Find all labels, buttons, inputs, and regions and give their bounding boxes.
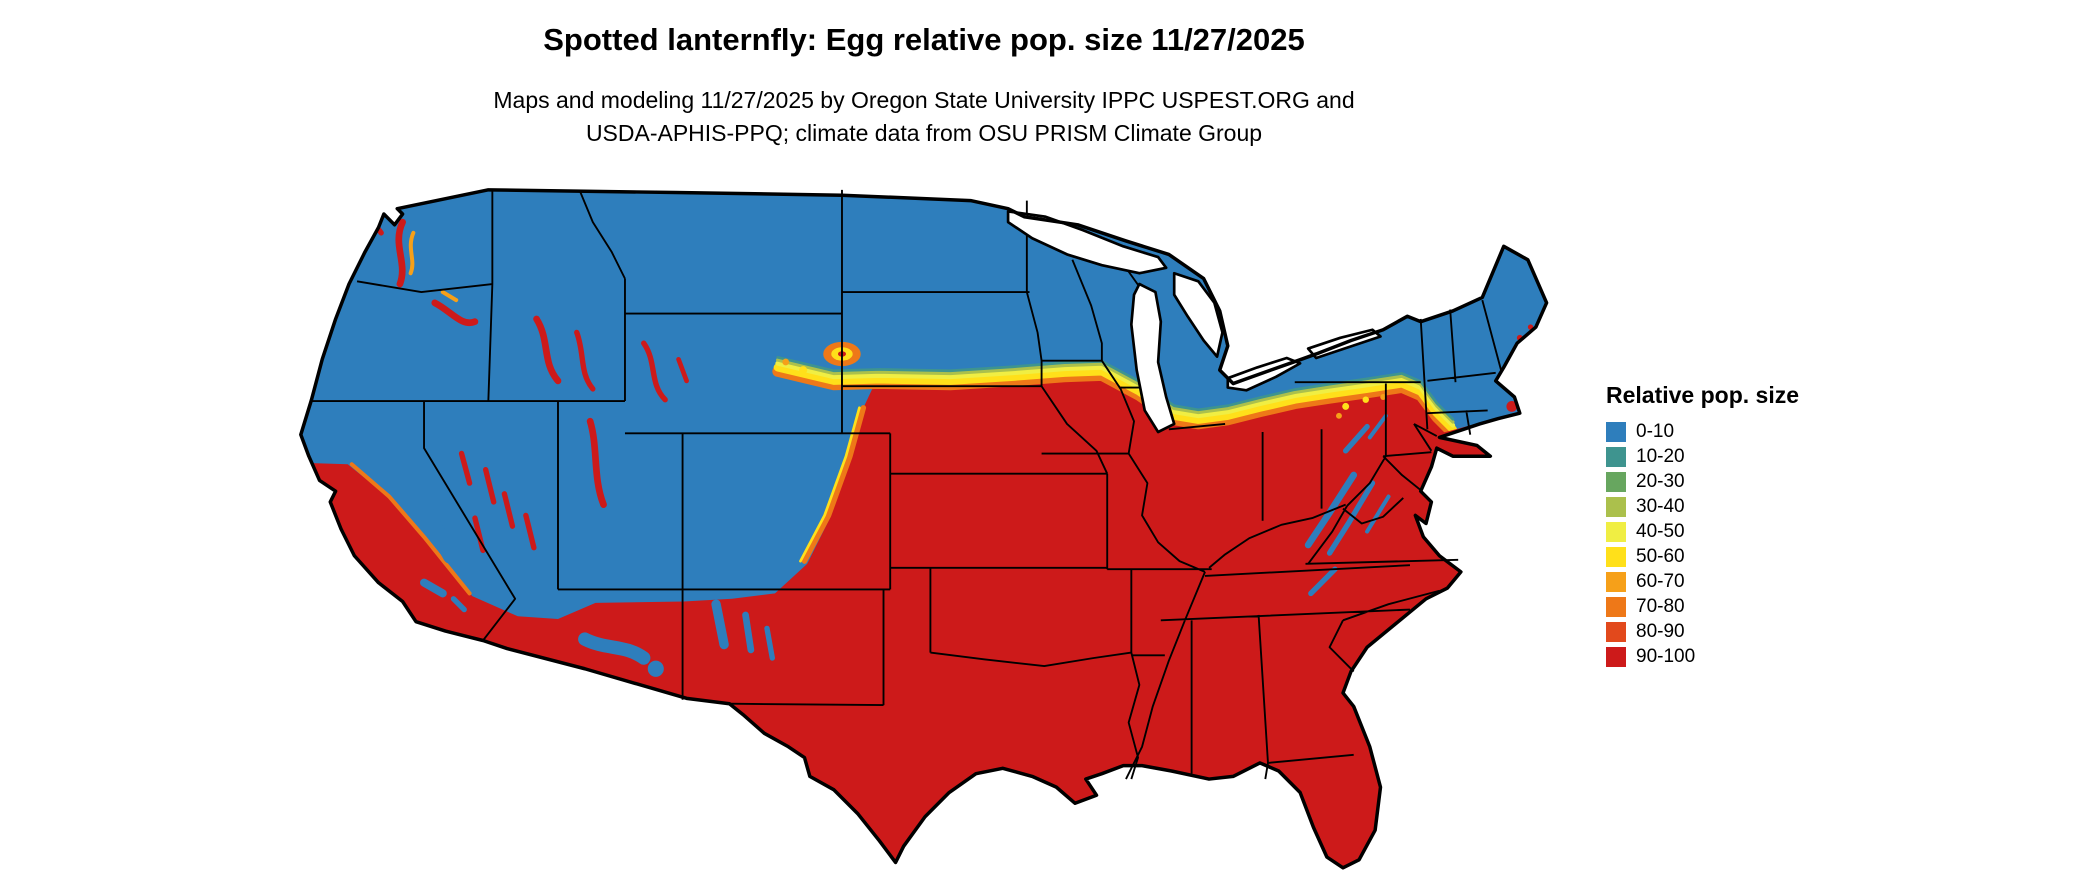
legend-swatch-60-70 [1606,571,1626,592]
legend-item: 0-10 [1606,419,1866,444]
plains-speckle [782,358,790,366]
yellowstone-patch [641,340,668,403]
page-title: Spotted lanternfly: Egg relative pop. si… [543,22,1305,57]
legend-item: 90-100 [1606,644,1866,669]
legend-swatch-80-90 [1606,621,1626,642]
legend-label: 70-80 [1636,595,1685,617]
figure-subtitle: Maps and modeling 11/27/2025 by Oregon S… [0,84,1848,150]
pennsylvania-speckle [1342,402,1350,410]
state-borders [311,189,1502,780]
nevada-range-patch [458,450,473,486]
map-container [274,171,1560,884]
pennsylvania-speckle [1362,396,1369,403]
appalachian-ridge-patch [1304,471,1358,549]
legend-item: 10-20 [1606,444,1866,469]
plains-speckle [799,366,808,375]
legend-label: 30-40 [1636,495,1685,517]
figure-header: Spotted lanternfly: Egg relative pop. si… [0,22,1848,150]
legend-item: 40-50 [1606,519,1866,544]
legend-item: 50-60 [1606,544,1866,569]
transition-band-light-yellow [775,361,1456,428]
legend-swatch-10-20 [1606,446,1626,467]
transition-band [772,341,1459,564]
pennsylvania-ridge-patch [1367,413,1388,440]
legend-label: 60-70 [1636,570,1685,592]
legend: Relative pop. size 0-10 10-20 20-30 30-4… [1606,382,1866,669]
mountain-patches-low [389,413,1391,677]
legend-item: 60-70 [1606,569,1866,594]
front-range-fringe-orange [801,405,867,564]
wyoming-patch [676,356,689,384]
legend-label: 80-90 [1636,620,1685,642]
legend-swatch-50-60 [1606,546,1626,567]
pennsylvania-ridge-patch [1342,423,1370,454]
legend-label: 40-50 [1636,520,1685,542]
subtitle-line-1: Maps and modeling 11/27/2025 by Oregon S… [493,87,1355,113]
smokies-patch [1308,566,1338,597]
cape-cod-patch [1506,401,1518,412]
legend-item: 80-90 [1606,619,1866,644]
lake-michigan [1129,282,1176,434]
wasatch-patch [586,417,607,508]
legend-item: 70-80 [1606,594,1866,619]
legend-label: 20-30 [1636,470,1685,492]
us-outline [299,188,1549,870]
mogollon-rim-patch [578,632,651,665]
cascades-fringe [408,230,416,276]
subtitle-line-2: USDA-APHIS-PPQ; climate data from OSU PR… [585,120,1263,146]
us-map [299,188,1549,870]
legend-swatch-70-80 [1606,596,1626,617]
idaho-patch [533,315,562,385]
great-lakes [1006,210,1382,434]
pennsylvania-speckle [1336,412,1342,419]
nevada-range-patch [482,466,497,505]
legend-label: 0-10 [1636,420,1675,442]
new-mexico-mountains-patch [742,611,755,654]
idaho-patch [574,329,596,392]
legend-label: 90-100 [1636,645,1696,667]
map-fills [300,189,1547,868]
western-mountain-patches-high [349,218,689,596]
new-mexico-mountains-patch [764,625,776,661]
appalachian-ridge-patch [1365,494,1391,534]
legend-label: 10-20 [1636,445,1685,467]
socal-mountains-patch [420,578,447,598]
legend-swatch-20-30 [1606,471,1626,492]
legend-item: 20-30 [1606,469,1866,494]
legend-label: 50-60 [1636,545,1685,567]
white-mountains-patch [647,660,664,677]
transition-band-yellow [773,363,1457,434]
legend-item: 30-40 [1606,494,1866,519]
nevada-range-patch [501,491,516,529]
legend-swatch-0-10 [1606,421,1626,442]
california-edge-fringe [349,462,472,596]
new-mexico-mountains-patch [711,599,729,650]
cascades-patch [395,218,406,288]
lake-huron [1172,271,1224,358]
socal-mountains-patch [450,596,467,613]
legend-title: Relative pop. size [1606,382,1800,408]
appalachian-ridge-patch [1326,480,1376,556]
legend-swatch-30-40 [1606,496,1626,517]
nevada-range-patch [523,512,537,551]
legend-swatch-90-100 [1606,646,1626,667]
lake-superior [1006,210,1168,275]
transition-band-green [776,358,1455,424]
sierra-nevada-patch [389,448,459,564]
pennsylvania-speckle [1380,394,1387,400]
legend-swatch-40-50 [1606,521,1626,542]
front-range-fringe-yellow [799,406,861,563]
blue-mountains-patch [431,299,479,327]
blue-mountains-fringe [440,290,459,303]
transition-band-teal [776,355,1455,421]
